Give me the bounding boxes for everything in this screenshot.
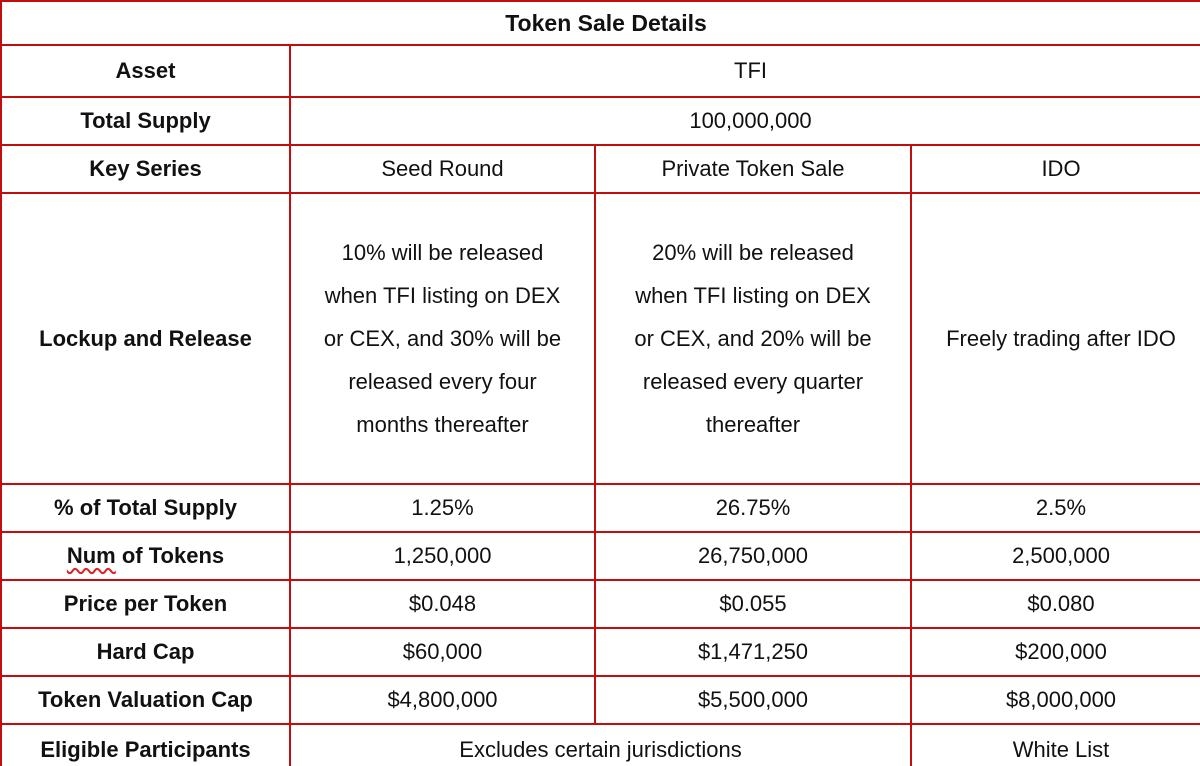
lockup-private-cell: 20% will be released when TFI listing on…	[596, 194, 912, 485]
row-label-key-series: Key Series	[2, 146, 291, 194]
row-label-total-supply: Total Supply	[2, 98, 291, 146]
lockup-seed-cell: 10% will be released when TFI listing on…	[291, 194, 596, 485]
total-supply-value: 100,000,000	[291, 98, 1200, 146]
valuation-cap-seed-value: $4,800,000	[291, 677, 596, 725]
hard-cap-seed-value: $60,000	[291, 629, 596, 677]
row-label-asset: Asset	[2, 46, 291, 98]
row-label-lockup-and-release: Lockup and Release	[2, 194, 291, 485]
spellcheck-squiggle-word: Num	[66, 543, 116, 569]
eligible-ido-value: White List	[912, 725, 1200, 766]
asset-value: TFI	[291, 46, 1200, 98]
lockup-private-text: 20% will be released when TFI listing on…	[634, 240, 872, 437]
price-private-value: $0.055	[596, 581, 912, 629]
num-of-tokens-label-rest: of Tokens	[115, 543, 225, 569]
hard-cap-private-value: $1,471,250	[596, 629, 912, 677]
pct-private-value: 26.75%	[596, 485, 912, 533]
lockup-ido-cell: Freely trading after IDO	[912, 194, 1200, 485]
valuation-cap-ido-value: $8,000,000	[912, 677, 1200, 725]
hard-cap-ido-value: $200,000	[912, 629, 1200, 677]
row-label-eligible-participants: Eligible Participants	[2, 725, 291, 766]
row-label-hard-cap: Hard Cap	[2, 629, 291, 677]
lockup-ido-text: Freely trading after IDO	[946, 325, 1176, 351]
row-label-token-valuation-cap: Token Valuation Cap	[2, 677, 291, 725]
pct-seed-value: 1.25%	[291, 485, 596, 533]
num-tokens-private-value: 26,750,000	[596, 533, 912, 581]
column-header-seed-round: Seed Round	[291, 146, 596, 194]
price-ido-value: $0.080	[912, 581, 1200, 629]
num-of-tokens-label-wrap: Num of Tokens	[67, 542, 224, 570]
column-header-ido: IDO	[912, 146, 1200, 194]
num-tokens-seed-value: 1,250,000	[291, 533, 596, 581]
lockup-seed-text: 10% will be released when TFI listing on…	[323, 240, 562, 437]
pct-ido-value: 2.5%	[912, 485, 1200, 533]
table-title: Token Sale Details	[2, 2, 1200, 46]
price-seed-value: $0.048	[291, 581, 596, 629]
column-header-private-token-sale: Private Token Sale	[596, 146, 912, 194]
row-label-pct-of-total-supply: % of Total Supply	[2, 485, 291, 533]
valuation-cap-private-value: $5,500,000	[596, 677, 912, 725]
eligible-seed-private-value: Excludes certain jurisdictions	[291, 725, 912, 766]
num-tokens-ido-value: 2,500,000	[912, 533, 1200, 581]
row-label-num-of-tokens: Num of Tokens	[2, 533, 291, 581]
row-label-price-per-token: Price per Token	[2, 581, 291, 629]
